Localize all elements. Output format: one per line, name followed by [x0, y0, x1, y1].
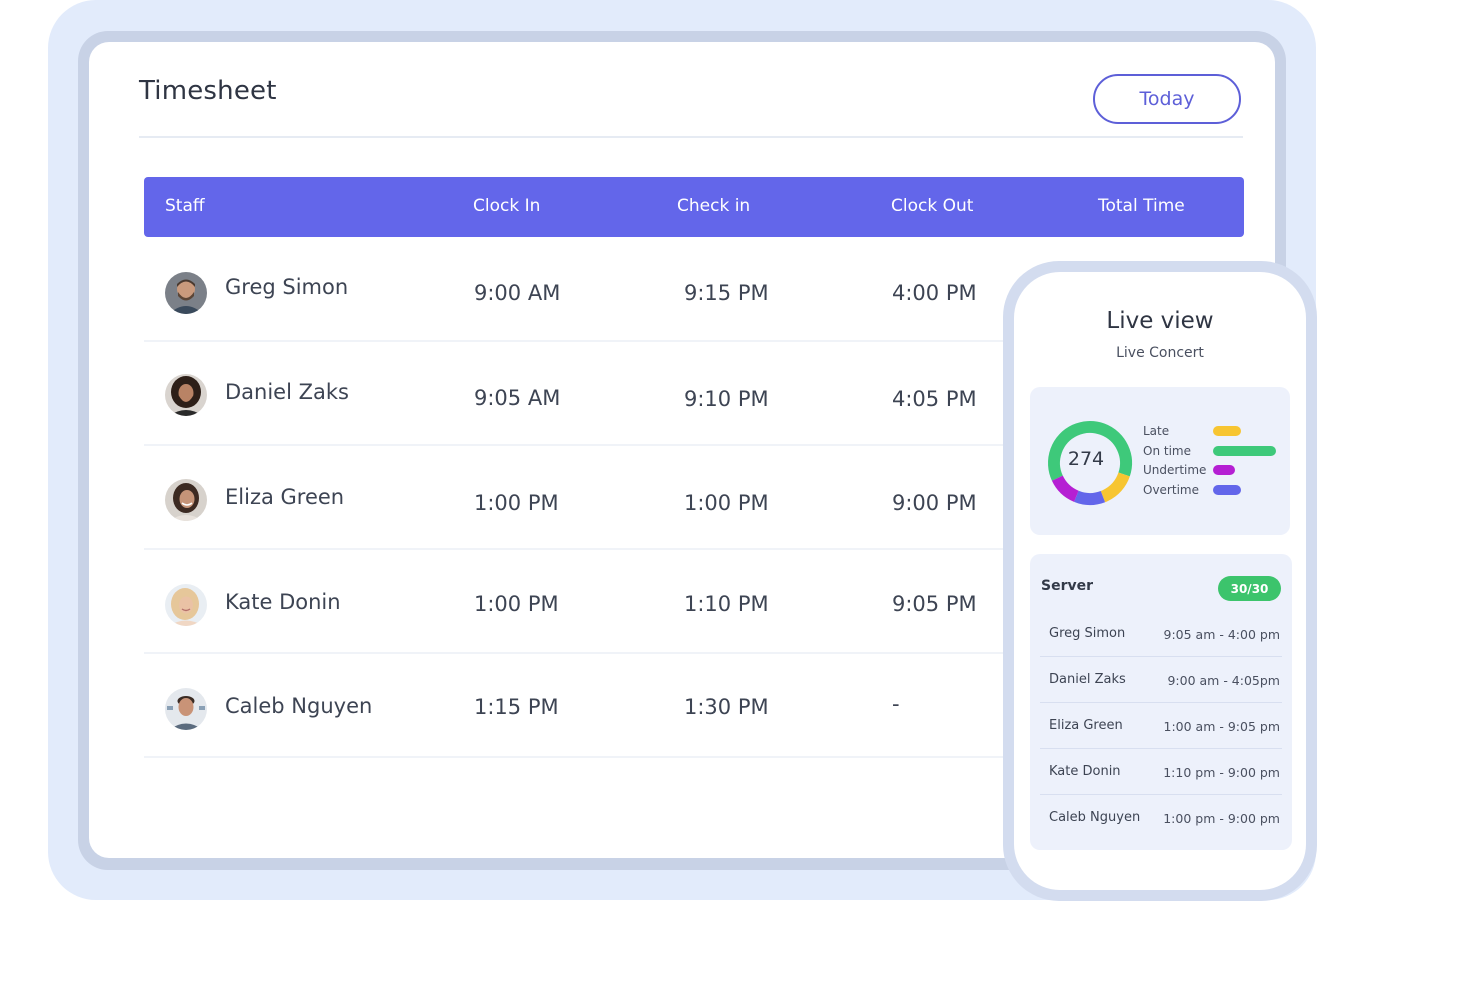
server-shift-time: 1:00 am - 9:05 pm [1163, 719, 1281, 734]
avatar [165, 688, 207, 730]
staff-name: Greg Simon [225, 275, 349, 299]
staff-name: Caleb Nguyen [225, 694, 373, 718]
today-button[interactable]: Today [1093, 74, 1241, 124]
staff-name: Daniel Zaks [225, 380, 349, 404]
staff-name: Kate Donin [225, 590, 341, 614]
server-title: Server [1041, 578, 1094, 594]
clock-in-value: 1:15 PM [474, 695, 559, 719]
live-view-title: Live view [1106, 308, 1214, 334]
server-list-item[interactable]: Kate Donin 1:10 pm - 9:00 pm [1040, 749, 1282, 795]
clock-out-value: - [892, 692, 900, 716]
clock-out-value: 9:00 PM [892, 491, 977, 515]
page-title: Timesheet [139, 76, 277, 106]
server-shift-card: Server 30/30 Greg Simon 9:05 am - 4:00 p… [1030, 554, 1292, 850]
table-row[interactable]: Daniel Zaks 9:05 AM 9:10 PM 4:05 PM [144, 342, 1244, 446]
server-shift-time: 9:00 am - 4:05pm [1167, 673, 1280, 688]
clock-in-value: 1:00 PM [474, 491, 559, 515]
legend-label-late: Late [1143, 424, 1170, 438]
avatar [165, 374, 207, 416]
server-list-item[interactable]: Eliza Green 1:00 am - 9:05 pm [1040, 703, 1282, 749]
server-list-item[interactable]: Caleb Nguyen 1:00 pm - 9:00 pm [1040, 795, 1282, 841]
table-row[interactable]: Greg Simon 9:00 AM 9:15 PM 4:00 PM [144, 238, 1244, 342]
attendance-donut-chart [1048, 421, 1132, 505]
column-header-clock-in[interactable]: Clock In [473, 196, 541, 216]
avatar [165, 479, 207, 521]
legend-label-undertime: Undertime [1143, 463, 1207, 477]
column-header-clock-out[interactable]: Clock Out [891, 196, 974, 216]
legend-bar-on-time [1213, 446, 1276, 456]
table-row[interactable]: Eliza Green 1:00 PM 1:00 PM 9:00 PM [144, 446, 1244, 550]
server-shift-time: 1:00 pm - 9:00 pm [1163, 811, 1280, 826]
server-list-item[interactable]: Daniel Zaks 9:00 am - 4:05pm [1040, 657, 1282, 703]
staff-name: Eliza Green [225, 485, 345, 509]
server-staff-name: Eliza Green [1049, 718, 1123, 733]
table-row[interactable]: Caleb Nguyen 1:15 PM 1:30 PM - [144, 654, 1244, 758]
server-shift-time: 1:10 pm - 9:00 pm [1163, 765, 1280, 780]
server-staff-name: Kate Donin [1049, 764, 1121, 779]
server-staff-name: Greg Simon [1049, 626, 1126, 641]
server-count-badge: 30/30 [1218, 576, 1281, 601]
clock-in-value: 9:00 AM [474, 281, 561, 305]
legend-bar-undertime [1213, 465, 1235, 475]
check-in-value: 9:10 PM [684, 387, 769, 411]
title-divider [139, 136, 1243, 138]
legend-label-overtime: Overtime [1143, 483, 1199, 497]
donut-total: 274 [1067, 448, 1105, 470]
server-shift-time: 9:05 am - 4:00 pm [1163, 627, 1281, 642]
clock-out-value: 4:05 PM [892, 387, 977, 411]
attendance-summary-card: 274 Late On time Undertime Overtime [1030, 387, 1290, 535]
clock-in-value: 1:00 PM [474, 592, 559, 616]
legend-label-on-time: On time [1143, 444, 1191, 458]
check-in-value: 1:00 PM [684, 491, 769, 515]
clock-out-value: 9:05 PM [892, 592, 977, 616]
live-view-subtitle: Live Concert [1116, 345, 1204, 361]
table-row[interactable]: Kate Donin 1:00 PM 1:10 PM 9:05 PM [144, 550, 1244, 654]
live-view-panel: Live view Live Concert 274 Late On time … [1014, 272, 1306, 890]
legend-bar-late [1213, 426, 1241, 436]
column-header-check-in[interactable]: Check in [677, 196, 751, 216]
legend-bar-overtime [1213, 485, 1241, 495]
clock-out-value: 4:00 PM [892, 281, 977, 305]
check-in-value: 9:15 PM [684, 281, 769, 305]
avatar [165, 272, 207, 314]
server-staff-name: Daniel Zaks [1049, 672, 1126, 687]
server-staff-name: Caleb Nguyen [1049, 810, 1141, 825]
donut-segment-undertime [1048, 421, 1132, 505]
server-list-item[interactable]: Greg Simon 9:05 am - 4:00 pm [1040, 611, 1282, 657]
clock-in-value: 9:05 AM [474, 386, 561, 410]
check-in-value: 1:10 PM [684, 592, 769, 616]
table-header: Staff Clock In Check in Clock Out Total … [144, 177, 1244, 237]
donut-segment-late [1048, 421, 1132, 505]
check-in-value: 1:30 PM [684, 695, 769, 719]
column-header-total-time[interactable]: Total Time [1098, 196, 1185, 216]
avatar [165, 584, 207, 626]
column-header-staff[interactable]: Staff [165, 196, 205, 216]
